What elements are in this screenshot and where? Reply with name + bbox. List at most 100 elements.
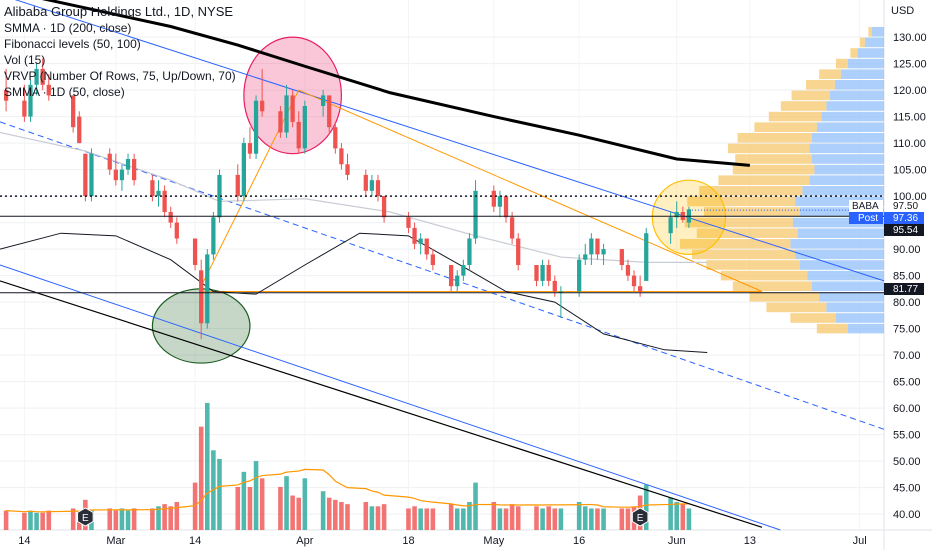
volume-bar (70, 508, 76, 530)
price-tick-label: 125.00 (893, 59, 927, 71)
candle-body (89, 153, 94, 197)
candle-body (333, 127, 338, 149)
volume-bar (461, 508, 466, 530)
price-tick-label: 100.00 (893, 191, 927, 203)
profile-down-bar (868, 27, 872, 37)
profile-down-bar (720, 270, 808, 281)
candle-body (369, 180, 375, 191)
price-tags: BABA 97.50 Post 97.36 95.54 81.77 (849, 200, 924, 295)
volume-bar (375, 506, 381, 530)
candle-body (583, 254, 588, 260)
volume-bar (22, 512, 27, 530)
candle-body (278, 111, 283, 133)
volume-ma-line (6, 468, 689, 513)
trendline-fib-fall (298, 89, 763, 292)
indicator-fibonacci[interactable]: Fibonacci levels (50, 100) (4, 37, 141, 51)
volume-bar (326, 497, 332, 530)
candle-body (424, 238, 429, 255)
candle-body (205, 254, 210, 324)
candle-body (22, 100, 27, 117)
profile-down-bar (791, 90, 830, 101)
candle-body (107, 153, 112, 170)
candle-body (320, 95, 326, 106)
candle-body (473, 190, 478, 239)
volume-bar (534, 506, 539, 530)
volume-bar (601, 508, 606, 530)
candle-body (625, 265, 631, 276)
price-tick-label: 110.00 (893, 138, 926, 150)
volume-bars (3, 402, 692, 530)
indicator-volume[interactable]: Vol (15) (4, 53, 46, 67)
profile-down-bar (706, 260, 800, 270)
volume-bar (131, 508, 137, 530)
volume-bar (418, 508, 423, 530)
profile-up-bar (812, 154, 884, 164)
profile-up-bar (809, 175, 884, 185)
volume-bar (217, 458, 222, 530)
level-a-label: 95.54 (893, 225, 918, 236)
profile-up-bar (830, 90, 884, 101)
trend-lines (0, 0, 885, 531)
profile-down-bar (728, 143, 810, 154)
candle-body (40, 68, 45, 85)
price-tick-label: 85.00 (893, 271, 921, 283)
post-price-label: 97.36 (893, 213, 918, 224)
volume-bar (198, 426, 204, 530)
candle-body (534, 265, 539, 281)
volume-bar (582, 506, 588, 530)
price-tick-label: 105.00 (893, 165, 927, 177)
candle-body (150, 180, 155, 197)
candle-body (162, 190, 167, 212)
profile-up-bar (834, 80, 884, 90)
price-tick-label: 90.00 (893, 244, 921, 256)
volume-bar (333, 499, 338, 530)
candle-body (131, 159, 137, 181)
profile-up-bar (802, 186, 884, 196)
volume-bar (546, 506, 551, 530)
volume-bar (412, 506, 417, 530)
volume-bar (259, 478, 265, 530)
time-axis[interactable]: 14 Mar 14 Apr 18 May 16 Jun 13 Jul (18, 535, 866, 547)
indicator-smma200[interactable]: SMMA · 1D (200, close) (4, 21, 132, 35)
time-tick-label: 18 (402, 535, 414, 547)
volume-bar (369, 506, 375, 530)
price-tick-label: 40.00 (893, 509, 921, 521)
profile-up-bar (848, 323, 884, 334)
profile-down-bar (816, 323, 848, 334)
profile-down-bar (749, 292, 820, 302)
profile-down-bar (819, 69, 841, 79)
price-axis[interactable]: USD 40.00 45.00 50.00 55.00 60.00 65.00 70.00 7… (891, 5, 927, 521)
volume-bar (119, 508, 125, 530)
indicator-smma50[interactable]: SMMA · 1D (50, close) (4, 85, 125, 99)
candle-body (296, 121, 301, 149)
candle-body (381, 196, 387, 218)
candle-body (412, 227, 417, 244)
profile-down-bar (696, 228, 798, 238)
candle-body (577, 259, 582, 292)
volume-bar (168, 506, 173, 530)
price-tick-label: 115.00 (893, 112, 926, 124)
volume-bar (235, 486, 241, 530)
profile-up-bar (797, 228, 884, 238)
profile-up-bar (807, 270, 884, 281)
volume-bar (204, 402, 210, 530)
profile-up-bar (790, 239, 884, 249)
candle-body (497, 196, 503, 207)
indicator-vrvp[interactable]: VRVP (Number Of Rows, 75, Up/Down, 70) (4, 69, 236, 83)
volume-bar (619, 508, 625, 530)
candle-body (406, 217, 411, 228)
symbol-tag-bg (849, 200, 883, 212)
volume-bar (162, 504, 167, 530)
volume-bar (430, 508, 436, 530)
level-b-bg (884, 283, 924, 295)
volume-bar (625, 508, 631, 530)
volume-bar (290, 495, 295, 530)
candle-body (77, 116, 82, 144)
candle-body (461, 265, 466, 276)
candle-body (491, 190, 496, 207)
trendline-blue-upper (14, 0, 885, 282)
profile-up-bar (800, 260, 884, 270)
profile-down-bar (850, 48, 858, 58)
